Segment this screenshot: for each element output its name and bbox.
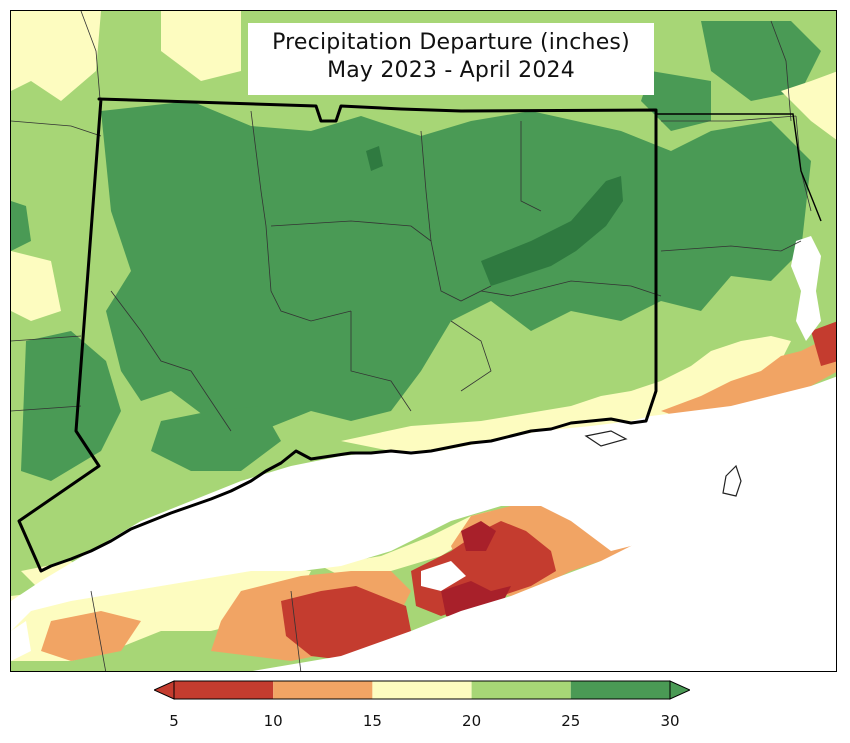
colorbar-tick-label: 20 xyxy=(462,712,482,730)
red-ri-corner xyxy=(811,321,836,366)
colorbar-tick-label: 25 xyxy=(561,712,581,730)
yellow-top-left xyxy=(11,11,101,101)
colorbar-bin-10-15 xyxy=(273,681,373,699)
connecticut-border xyxy=(17,97,658,573)
dark-green-west-mass xyxy=(21,331,121,481)
colorbar-legend xyxy=(154,680,690,700)
colorbar-bin-20-25 xyxy=(471,681,571,699)
red-li-main xyxy=(281,586,411,661)
map-subtitle: May 2023 - April 2024 xyxy=(327,58,575,83)
rhode-island-border xyxy=(656,113,822,222)
colorbar-tick-label: 30 xyxy=(660,712,680,730)
colorbar-under-arrow xyxy=(154,680,175,700)
dark-green-central-south xyxy=(151,406,281,471)
orange-ri-coast xyxy=(661,336,836,421)
block-island xyxy=(722,464,742,497)
yellow-top-center xyxy=(161,11,241,81)
water-bodies xyxy=(11,236,836,671)
coastlines xyxy=(584,430,742,497)
long-island-sound xyxy=(11,376,836,631)
dark-red-li-east xyxy=(441,581,511,621)
colorbar-tick-label: 5 xyxy=(169,712,179,730)
colorbar-bin-25-30 xyxy=(570,681,670,699)
fishers-island-outline xyxy=(584,430,628,447)
precipitation-map: Precipitation Departure (inches) May 202… xyxy=(10,10,837,672)
narragansett-bay xyxy=(791,236,821,341)
peconic-bay xyxy=(421,561,466,591)
colorbar-outline xyxy=(173,680,671,700)
colorbar-tick-label: 10 xyxy=(263,712,283,730)
colorbar-bin-15-20 xyxy=(372,681,472,699)
west-li-inlet xyxy=(11,621,31,661)
yellow-mid-left xyxy=(11,251,61,321)
dark-green-ne-corner xyxy=(701,21,821,101)
map-title: Precipitation Departure (inches) xyxy=(272,30,630,55)
dark-red-li-north-fork xyxy=(461,521,496,551)
dark-green-regions xyxy=(11,21,821,481)
dark-red-regions xyxy=(441,521,511,621)
dark-green-top-right xyxy=(641,71,711,131)
yellow-ri-coast xyxy=(781,71,836,140)
orange-li-west xyxy=(41,611,141,661)
town-boundaries xyxy=(11,11,812,671)
yellow-li-central xyxy=(321,511,491,581)
dark-green-north-mass xyxy=(101,101,811,431)
atlantic-ocean xyxy=(252,511,836,671)
darkest-green-band xyxy=(366,146,623,286)
colorbar-tick-label: 15 xyxy=(362,712,382,730)
title-box: Precipitation Departure (inches) May 202… xyxy=(248,23,654,95)
colorbar-bin-5-10 xyxy=(174,681,274,699)
darkest-green-spot xyxy=(366,146,383,171)
colorbar-over-arrow xyxy=(669,680,690,700)
dark-green-left-small xyxy=(11,201,31,251)
darkest-green-streak xyxy=(481,176,623,286)
yellow-coast-ct xyxy=(341,336,791,451)
